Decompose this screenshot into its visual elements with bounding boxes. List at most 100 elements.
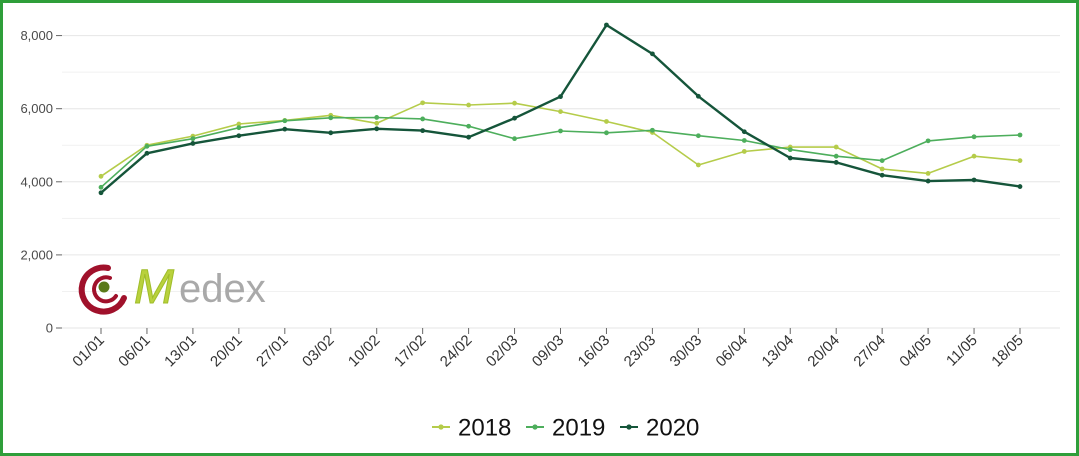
- data-point-2018: [971, 153, 977, 159]
- data-point-2018: [925, 170, 931, 176]
- data-point-2019: [604, 130, 609, 136]
- data-point-2019: [925, 138, 931, 144]
- data-point-2020: [190, 141, 196, 146]
- data-point-2020: [650, 51, 655, 57]
- x-tick-label: 23/03: [621, 332, 660, 371]
- data-point-2019: [328, 115, 334, 121]
- data-point-2020: [282, 126, 288, 132]
- data-point-2020: [925, 178, 931, 184]
- data-point-2019: [144, 143, 150, 149]
- legend-label-2019: 2019: [552, 415, 605, 442]
- data-point-2020: [236, 133, 242, 139]
- data-point-2019: [282, 118, 288, 124]
- y-tick-label: 4,000: [20, 174, 53, 189]
- data-point-2019: [787, 147, 793, 153]
- logo-dot-icon: [98, 281, 110, 293]
- data-point-2018: [604, 119, 609, 124]
- x-tick-label: 27/01: [253, 332, 292, 371]
- legend-label-2020: 2020: [646, 415, 699, 442]
- logo-text: edex: [179, 267, 266, 311]
- logo-mark-icon: [78, 264, 127, 315]
- data-point-2020: [879, 172, 885, 178]
- data-point-2020: [833, 160, 839, 165]
- data-point-2018: [466, 102, 471, 108]
- data-point-2020: [144, 150, 150, 156]
- data-point-2019: [1017, 132, 1023, 138]
- data-point-2019: [558, 128, 563, 134]
- legend: 2018 2019 2020: [432, 415, 699, 442]
- x-tick-label: 20/01: [207, 332, 246, 371]
- data-point-2018: [833, 144, 839, 150]
- x-axis: 01/01 06/01 13/01 20/01 27/01 03/02 10/02 17/02…: [69, 328, 1027, 370]
- logo-initial: M: [134, 261, 174, 314]
- legend-marker-2019: [532, 424, 538, 430]
- gridlines: [62, 35, 1060, 329]
- x-tick-label: 16/03: [575, 332, 614, 371]
- x-tick-label: 27/04: [850, 332, 889, 371]
- x-tick-label: 13/04: [759, 332, 798, 371]
- data-point-2018: [1017, 158, 1023, 163]
- x-tick-label: 30/03: [667, 332, 706, 371]
- data-point-2020: [787, 155, 793, 161]
- y-tick-label: 2,000: [20, 247, 53, 262]
- data-point-2018: [98, 173, 104, 179]
- x-tick-label: 20/04: [804, 332, 843, 371]
- data-point-2020: [374, 126, 380, 132]
- x-tick-label: 11/05: [943, 332, 981, 370]
- data-point-2019: [741, 138, 747, 143]
- data-point-2019: [190, 136, 196, 142]
- data-point-2020: [971, 177, 977, 183]
- x-tick-label: 09/03: [529, 332, 568, 371]
- x-tick-label: 18/05: [988, 332, 1027, 371]
- data-point-2019: [466, 123, 471, 129]
- data-point-2019: [833, 153, 839, 159]
- chart-frame: [3, 3, 1076, 453]
- data-point-2019: [98, 184, 104, 190]
- medex-logo: M edex: [78, 261, 266, 315]
- data-point-2020: [741, 129, 747, 135]
- y-tick-label: 6,000: [20, 101, 53, 116]
- x-tick-label: 04/05: [896, 332, 935, 371]
- data-point-2020: [695, 93, 701, 99]
- data-point-2019: [420, 116, 426, 122]
- y-axis: 0 2,000 4,000 6,000 8,000: [20, 28, 62, 336]
- data-point-2020: [466, 134, 471, 140]
- series-lines: [98, 22, 1023, 196]
- y-tick-label: 8,000: [20, 28, 53, 43]
- data-point-2018: [236, 121, 242, 127]
- data-point-2020: [558, 94, 563, 100]
- legend-marker-2020: [626, 424, 632, 430]
- data-point-2019: [374, 115, 380, 120]
- data-point-2020: [328, 130, 334, 136]
- x-tick-label: 24/02: [437, 332, 476, 371]
- data-point-2019: [512, 136, 517, 142]
- data-point-2019: [971, 134, 977, 140]
- data-point-2018: [512, 100, 517, 106]
- data-point-2019: [695, 133, 701, 139]
- legend-label-2018: 2018: [458, 415, 511, 442]
- data-point-2018: [558, 109, 563, 115]
- x-tick-label: 17/02: [391, 332, 430, 371]
- y-tick-label: 0: [46, 321, 53, 336]
- data-point-2020: [604, 22, 609, 28]
- x-tick-label: 06/01: [115, 332, 154, 371]
- data-point-2018: [741, 149, 747, 154]
- data-point-2020: [98, 190, 104, 196]
- x-tick-label: 03/02: [299, 332, 338, 371]
- x-tick-label: 02/03: [483, 332, 522, 371]
- data-point-2019: [879, 158, 885, 163]
- data-point-2020: [420, 128, 426, 134]
- data-point-2019: [650, 127, 655, 133]
- legend-marker-2018: [438, 424, 444, 430]
- data-point-2020: [512, 115, 517, 121]
- x-tick-label: 10/02: [345, 332, 384, 371]
- data-point-2018: [420, 100, 426, 106]
- data-point-2018: [374, 120, 380, 126]
- data-point-2019: [236, 125, 242, 131]
- x-tick-label: 13/01: [161, 332, 200, 371]
- data-point-2018: [879, 166, 885, 172]
- logo-mark-inner-icon: [92, 275, 118, 304]
- x-tick-label: 01/01: [69, 332, 108, 371]
- data-point-2020: [1017, 184, 1023, 189]
